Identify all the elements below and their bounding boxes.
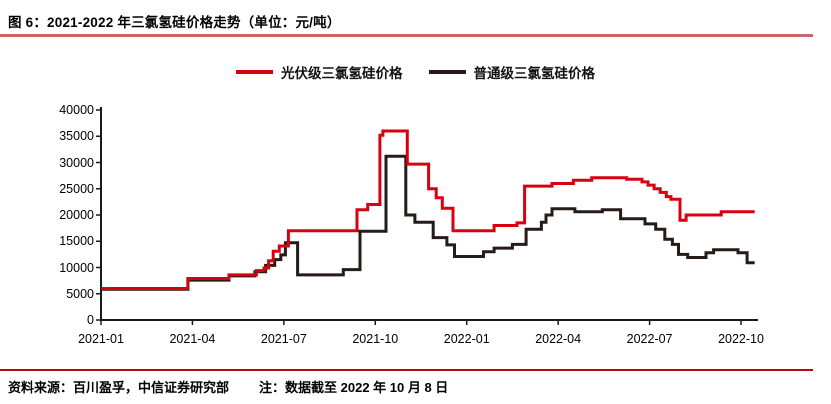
x-tick-label: 2022-01 (443, 332, 490, 346)
y-tick-label: 30000 (59, 155, 94, 170)
source-note: 资料来源：百川盈孚，中信证券研究部 (8, 380, 230, 395)
y-tick-label: 20000 (59, 208, 94, 222)
x-tick-label: 2021-01 (78, 332, 124, 346)
data-note: 注：数据截至 2022 年 10 月 8 日 (259, 380, 449, 395)
legend-line-swatch (236, 70, 273, 74)
legend-label: 光伏级三氯氢硅价格 (281, 66, 403, 81)
figure-footer: 资料来源：百川盈孚，中信证券研究部 注：数据截至 2022 年 10 月 8 日 (8, 377, 448, 396)
x-tick-label: 2022-10 (718, 332, 764, 346)
x-tick-label: 2022-07 (626, 332, 673, 346)
y-tick-label: 25000 (59, 181, 94, 196)
legend-item: 普通级三氯氢硅价格 (428, 62, 596, 82)
x-tick-label: 2021-07 (260, 332, 307, 346)
legend-line-swatch (428, 70, 466, 74)
y-tick-label: 35000 (59, 129, 94, 144)
figure-title: 图 6：2021-2022 年三氯氢硅价格走势（单位：元/吨） (8, 15, 341, 30)
x-tick-label: 2021-04 (169, 332, 216, 346)
y-tick-label: 40000 (59, 103, 94, 117)
x-tick-label: 2021-10 (352, 332, 399, 346)
y-tick-label: 0 (87, 313, 94, 327)
series-line-pv_red (101, 129, 755, 290)
chart-legend: 光伏级三氯氢硅价格 普通级三氯氢硅价格 (0, 62, 831, 82)
legend-label: 普通级三氯氢硅价格 (473, 66, 596, 81)
y-tick-label: 5000 (66, 286, 94, 301)
footer-rule (0, 369, 813, 371)
y-tick-label: 15000 (59, 234, 94, 249)
legend-item: 光伏级三氯氢硅价格 (236, 62, 403, 82)
y-tick-label: 10000 (59, 260, 94, 275)
title-rule (0, 34, 813, 37)
x-tick-label: 2022-04 (535, 332, 582, 346)
series-line-ordinary_black (101, 154, 755, 291)
